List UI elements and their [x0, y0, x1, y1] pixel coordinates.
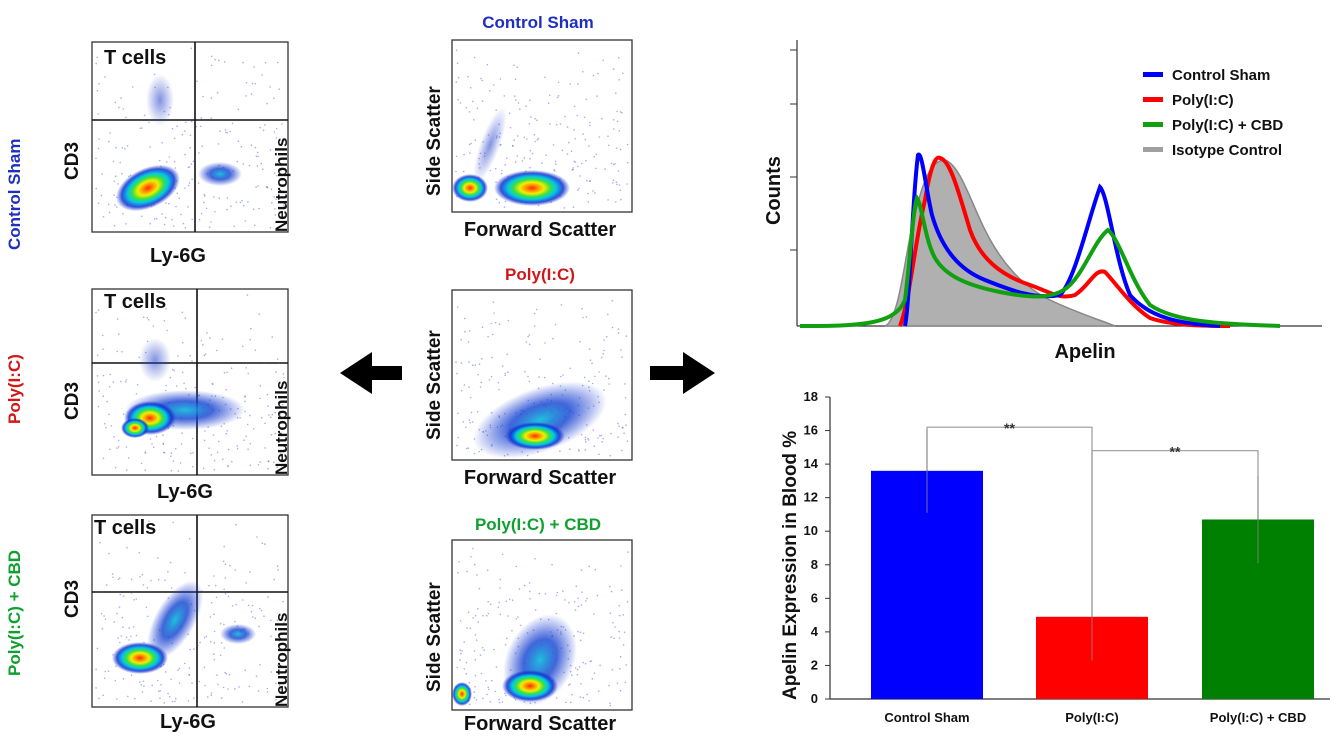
cd3-panel-polyic-cbd: T cells Neutrophils CD3 Ly-6G Poly(I:C) …: [5, 514, 291, 733]
cd3-panel-control: T cells Neutrophils CD3 Ly-6G Control Sh…: [5, 41, 291, 267]
forward-scatter-label: Forward Scatter: [464, 219, 616, 241]
scatter-panel-polyic: Poly(I:C) Side Scatter Forward Scatter: [424, 265, 633, 489]
forward-scatter-label: Forward Scatter: [464, 467, 616, 489]
bar-y-axis-label: Apelin Expression in Blood %: [780, 431, 801, 700]
bar-y-tick-label: 18: [804, 389, 818, 404]
bar-x-label: Poly(I:C) + CBD: [1210, 710, 1306, 725]
scatter-panel-control: Control Sham Side Scatter Forward Scatte…: [424, 13, 633, 241]
cd3-axis-label: CD3: [62, 580, 83, 618]
ly6g-axis-label: Ly-6G: [160, 711, 216, 733]
left-arrow-icon: [340, 352, 402, 394]
bar-x-label: Control Sham: [884, 710, 969, 725]
significance-bracket: [1091, 450, 1259, 574]
legend-isotype-control: Isotype Control: [1172, 142, 1282, 159]
control-sham-curve: [903, 152, 1221, 328]
t-cells-label: T cells: [94, 517, 156, 539]
side-scatter-label: Side Scatter: [424, 582, 445, 692]
bar-y-tick-label: 8: [811, 557, 818, 572]
polyic-cbd-curve: [799, 193, 1281, 328]
bar-chart: 0 2 4 6 8 10 12 14 16 18 ** ** Control Sham Poly(I:…: [780, 389, 1330, 725]
histogram-legend: Control Sham Poly(I:C) Poly(I:C) + CBD I…: [1143, 67, 1283, 159]
t-cells-label: T cells: [104, 47, 166, 69]
bar-y-tick-label: 4: [811, 624, 819, 639]
legend-polyic: Poly(I:C): [1172, 92, 1234, 109]
legend-control-sham: Control Sham: [1172, 67, 1270, 84]
apelin-axis-label: Apelin: [1054, 341, 1115, 363]
bar-y-tick-label: 2: [811, 657, 818, 672]
cd3-axis-label: CD3: [62, 142, 83, 180]
cd3-axis-label: CD3: [62, 382, 83, 420]
bar-rects: [871, 470, 1314, 699]
neutrophils-label: Neutrophils: [272, 613, 291, 707]
scatter-panels: Control Sham Side Scatter Forward Scatte…: [424, 13, 633, 735]
bar-y-tick-label: 0: [811, 691, 818, 706]
side-scatter-label: Side Scatter: [424, 86, 445, 196]
isotype-control-curve: [884, 159, 1116, 327]
group-label-polyic: Poly(I:C): [5, 354, 24, 424]
bar-x-label: Poly(I:C): [1065, 710, 1118, 725]
side-scatter-label: Side Scatter: [424, 330, 445, 440]
right-arrow-icon: [650, 352, 715, 394]
scatter-title-control: Control Sham: [482, 13, 593, 32]
t-cells-label: T cells: [104, 291, 166, 313]
group-label-polyic-cbd: Poly(I:C) + CBD: [5, 550, 24, 676]
bar-y-ticks: 0 2 4 6 8 10 12 14 16 18: [804, 389, 830, 706]
ly6g-axis-label: Ly-6G: [150, 245, 206, 267]
counts-axis-label: Counts: [763, 156, 785, 225]
bar-y-tick-label: 14: [804, 456, 819, 471]
scatter-title-polyic: Poly(I:C): [505, 265, 575, 284]
bar-y-tick-label: 6: [811, 590, 818, 605]
neutrophils-label: Neutrophils: [272, 381, 291, 475]
cd3-panel-polyic: T cells Neutrophils CD3 Ly-6G Poly(I:C): [5, 288, 291, 503]
scatter-panel-polyic-cbd: Poly(I:C) + CBD Side Scatter Forward Sca…: [424, 515, 633, 735]
scatter-dots-polyic-cbd: [455, 547, 629, 707]
forward-scatter-label: Forward Scatter: [464, 713, 616, 733]
cd3-panels: T cells Neutrophils CD3 Ly-6G Control Sh…: [5, 41, 291, 733]
apelin-histogram: Counts Apelin Control Sham Poly(I:C) Pol…: [763, 40, 1322, 363]
legend-polyic-cbd: Poly(I:C) + CBD: [1172, 117, 1283, 134]
neutrophils-label: Neutrophils: [272, 138, 291, 232]
significance-label: **: [1170, 444, 1181, 460]
bar-x-labels: Control Sham Poly(I:C) Poly(I:C) + CBD: [884, 710, 1306, 725]
significance-brackets: ** **: [926, 420, 1259, 574]
significance-label: **: [1004, 420, 1015, 436]
group-label-control: Control Sham: [5, 139, 24, 250]
polyic-curve: [898, 155, 1231, 328]
scatter-title-polyic-cbd: Poly(I:C) + CBD: [475, 515, 601, 534]
bar-y-tick-label: 16: [804, 423, 818, 438]
bar-y-tick-label: 10: [804, 523, 818, 538]
bar-y-tick-label: 12: [804, 490, 818, 505]
ly6g-axis-label: Ly-6G: [157, 481, 213, 503]
